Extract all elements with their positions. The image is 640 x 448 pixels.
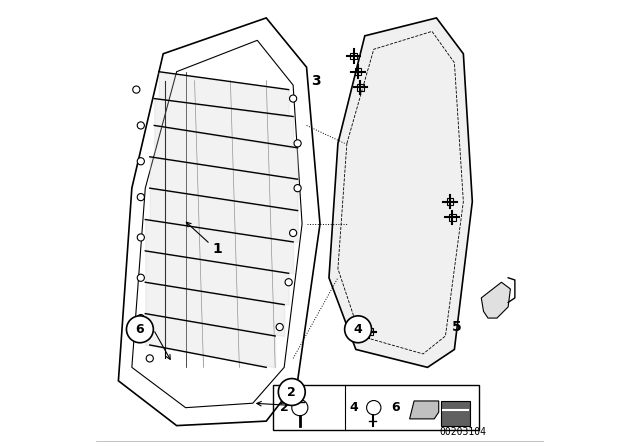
Polygon shape [410,401,439,419]
Circle shape [367,401,381,415]
Bar [355,68,362,75]
Circle shape [137,122,145,129]
Text: 2: 2 [280,401,289,414]
Circle shape [137,194,145,201]
Text: 4: 4 [354,323,362,336]
Bar [441,401,470,426]
Text: 2: 2 [287,385,296,399]
Circle shape [132,86,140,93]
Text: 6: 6 [392,401,400,414]
Text: 6: 6 [136,323,144,336]
Circle shape [294,185,301,192]
Bar [366,328,372,335]
Polygon shape [329,18,472,367]
Circle shape [289,95,297,102]
Circle shape [289,229,297,237]
Bar [357,84,364,90]
Circle shape [292,400,308,416]
Text: 00203104: 00203104 [440,427,487,437]
Circle shape [137,314,145,322]
Text: 5: 5 [452,320,461,334]
Circle shape [127,316,154,343]
Circle shape [276,323,284,331]
Circle shape [137,234,145,241]
Circle shape [294,140,301,147]
Text: 1: 1 [212,241,222,256]
Text: 3: 3 [310,73,321,88]
Circle shape [146,355,154,362]
Circle shape [278,379,305,405]
Circle shape [285,279,292,286]
Circle shape [137,274,145,281]
Bar [350,52,357,59]
Circle shape [344,316,371,343]
Text: 4: 4 [349,401,358,414]
Bar [273,385,479,430]
Bar [449,214,456,221]
Circle shape [137,158,145,165]
Polygon shape [481,282,511,318]
Bar [447,198,453,205]
